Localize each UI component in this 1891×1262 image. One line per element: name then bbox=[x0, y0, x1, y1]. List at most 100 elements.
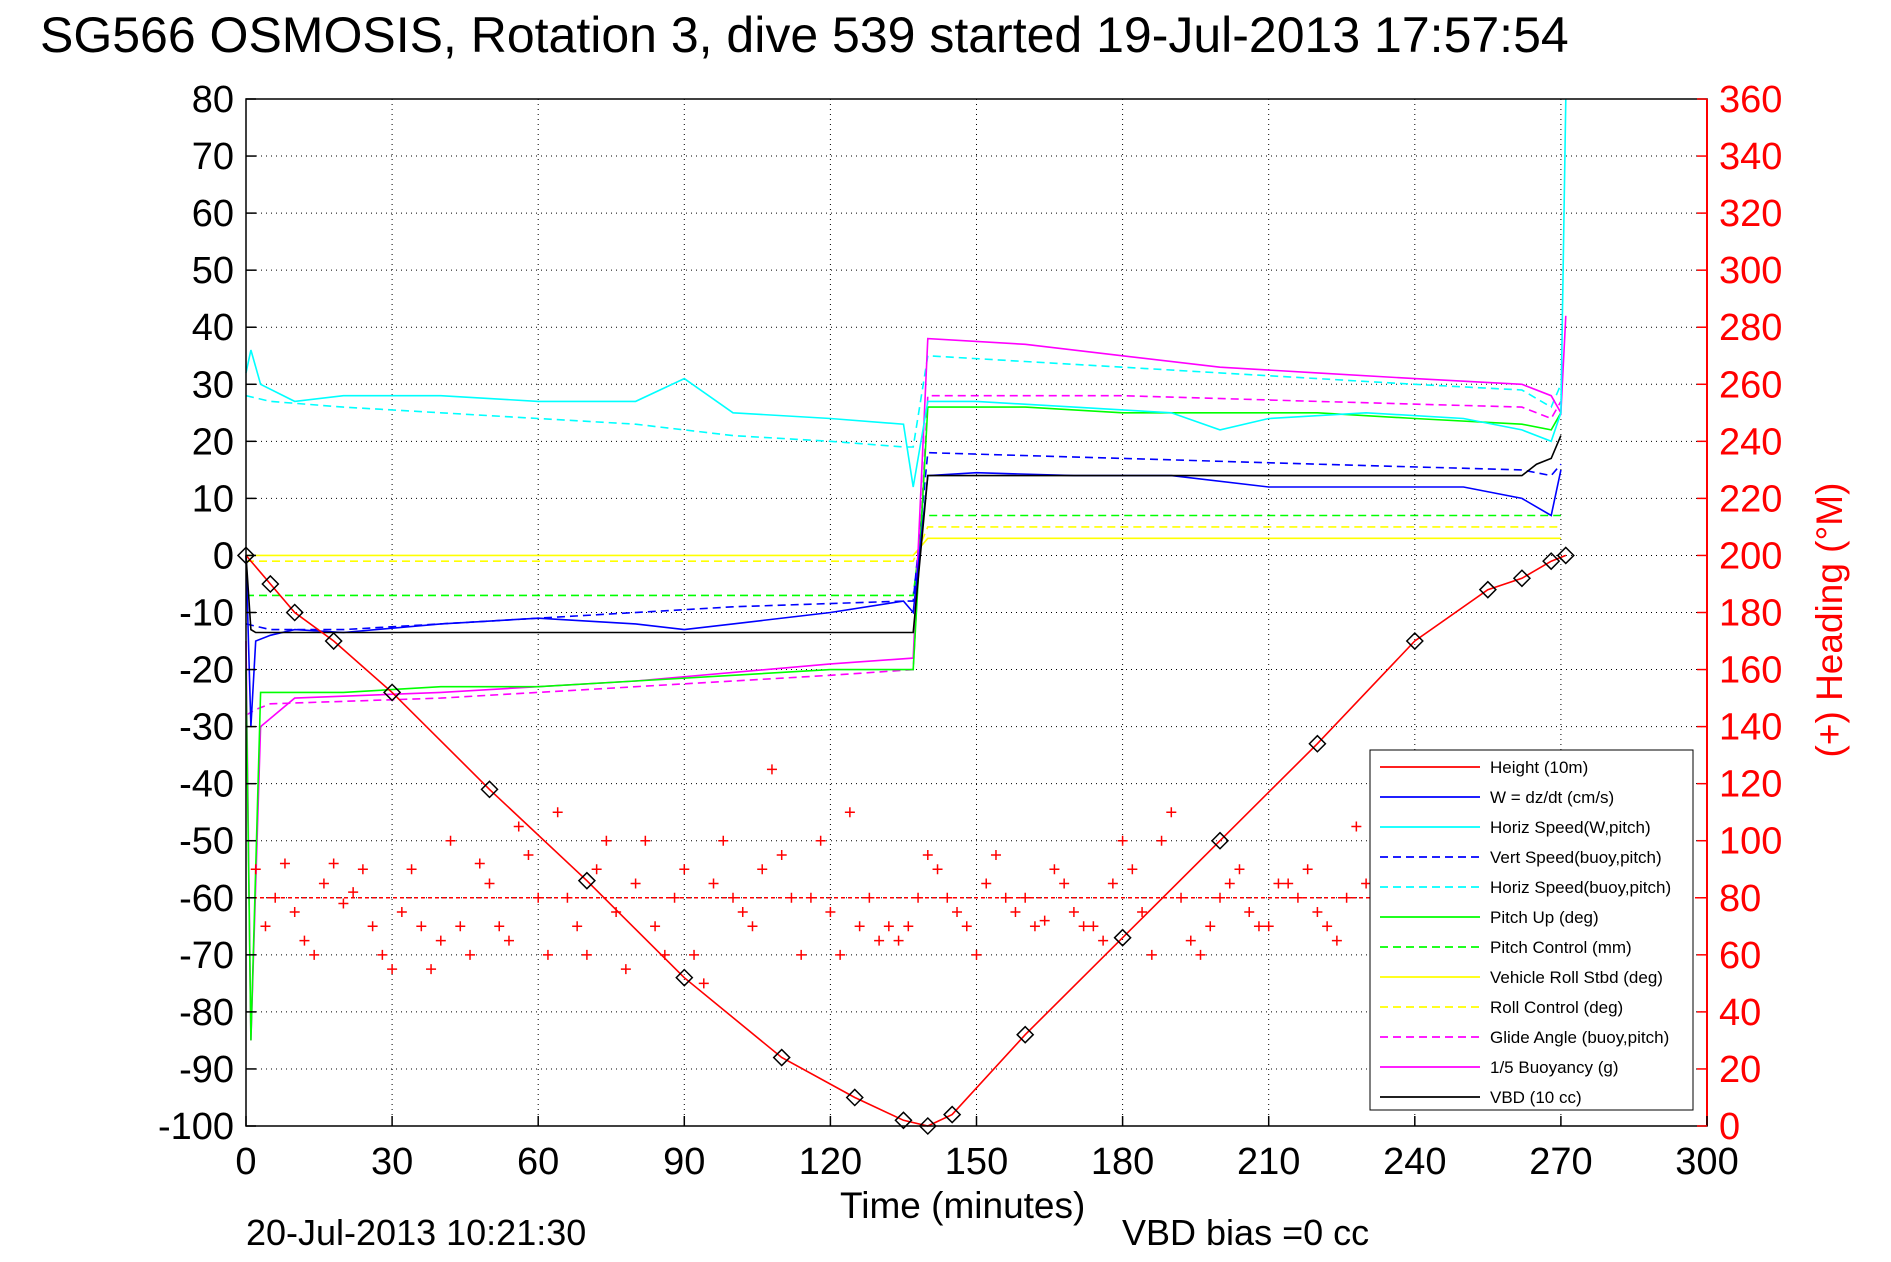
heading-point-109 bbox=[1312, 907, 1323, 918]
heading-point-3 bbox=[279, 858, 290, 869]
heading-point-93 bbox=[1156, 835, 1167, 846]
heading-point-72 bbox=[952, 907, 963, 918]
heading-point-108 bbox=[1302, 864, 1313, 875]
y-tick-label-3: -70 bbox=[179, 935, 234, 977]
y-tick-label-4: -60 bbox=[179, 878, 234, 920]
footer-timestamp: 20-Jul-2013 10:21:30 bbox=[246, 1212, 586, 1253]
heading-point-2 bbox=[270, 892, 281, 903]
x-tick-label-9: 270 bbox=[1529, 1141, 1592, 1183]
heading-point-77 bbox=[1000, 892, 1011, 903]
height-marker-15 bbox=[1210, 831, 1230, 850]
y-tick-label-0: -100 bbox=[158, 1106, 234, 1148]
heading-point-36 bbox=[601, 835, 612, 846]
y-tick-label-12: 20 bbox=[192, 421, 234, 463]
heading-point-29 bbox=[533, 892, 544, 903]
heading-point-104 bbox=[1263, 921, 1274, 932]
heading-point-49 bbox=[728, 892, 738, 903]
series-line-horiz-speed-buoy bbox=[245, 354, 1562, 448]
y-tick-label-14: 40 bbox=[192, 307, 234, 349]
heading-point-34 bbox=[581, 949, 592, 960]
y-right-tick-label-18: 360 bbox=[1719, 79, 1782, 121]
legend: Height (10m) W = dz/dt (cm/s) Horiz Speed(… bbox=[1369, 749, 1694, 1111]
height-marker-5 bbox=[480, 780, 499, 799]
heading-point-15 bbox=[396, 907, 407, 918]
heading-point-27 bbox=[513, 821, 524, 832]
y-tick-label-2: -80 bbox=[179, 992, 234, 1034]
legend-label-buoyancy: 1/5 Buoyancy (g) bbox=[1490, 1058, 1619, 1077]
heading-point-58 bbox=[815, 835, 826, 846]
heading-point-20 bbox=[445, 835, 456, 846]
x-tick-label-8: 240 bbox=[1383, 1141, 1446, 1183]
heading-point-110 bbox=[1322, 921, 1333, 932]
heading-point-102 bbox=[1244, 907, 1255, 918]
height-markers bbox=[236, 546, 1575, 1136]
heading-point-53 bbox=[766, 764, 777, 775]
heading-point-83 bbox=[1059, 878, 1070, 889]
series-line-height bbox=[245, 554, 1567, 1127]
y-right-tick-label-12: 240 bbox=[1719, 421, 1782, 463]
heading-point-50 bbox=[737, 907, 748, 918]
x-tick-label-10: 300 bbox=[1675, 1141, 1738, 1183]
height-marker-13 bbox=[1016, 1025, 1035, 1044]
heading-point-19 bbox=[435, 935, 446, 946]
heading-point-11 bbox=[357, 864, 368, 875]
heading-point-12 bbox=[367, 921, 378, 932]
heading-point-62 bbox=[854, 921, 865, 932]
legend-label-horiz-speed: Horiz Speed(W,pitch) bbox=[1490, 818, 1651, 837]
heading-point-14 bbox=[387, 964, 398, 975]
heading-point-66 bbox=[893, 935, 904, 946]
y-right-tick-label-16: 320 bbox=[1719, 193, 1782, 235]
y-axis-ticks: -100-90-80-70-60-50-40-30-20-10010203040… bbox=[158, 79, 256, 1148]
heading-point-63 bbox=[864, 892, 875, 903]
y-tick-label-11: 10 bbox=[192, 478, 234, 520]
heading-point-79 bbox=[1020, 892, 1031, 903]
y-right-tick-label-17: 340 bbox=[1719, 136, 1782, 178]
series-line-buoyancy bbox=[245, 315, 1567, 1041]
x-axis-ticks: 0 30 60 90 120 150 180 210 240 270 300 bbox=[235, 1116, 1739, 1183]
series-line-roll-control bbox=[246, 526, 1561, 563]
y-right-tick-label-10: 200 bbox=[1719, 535, 1782, 577]
y-right-tick-label-13: 260 bbox=[1719, 364, 1782, 406]
heading-point-113 bbox=[1351, 821, 1362, 832]
heading-point-89 bbox=[1117, 835, 1128, 846]
y-tick-label-9: -10 bbox=[179, 593, 234, 635]
y-right-tick-label-6: 120 bbox=[1719, 764, 1782, 806]
heading-point-112 bbox=[1341, 892, 1352, 903]
heading-point-47 bbox=[708, 878, 719, 889]
heading-point-26 bbox=[503, 935, 514, 946]
heading-point-69 bbox=[922, 849, 933, 860]
series-line-horiz-speed bbox=[245, 98, 1567, 488]
heading-point-32 bbox=[562, 892, 573, 903]
y-tick-label-8: -20 bbox=[179, 650, 234, 692]
height-marker-1 bbox=[261, 574, 280, 594]
heading-point-100 bbox=[1224, 878, 1235, 889]
heading-point-5 bbox=[299, 935, 310, 946]
heading-point-42 bbox=[659, 949, 670, 960]
y-right-tick-label-4: 80 bbox=[1719, 878, 1761, 920]
heading-point-40 bbox=[640, 835, 651, 846]
heading-point-41 bbox=[650, 921, 661, 932]
heading-point-73 bbox=[961, 921, 972, 932]
heading-point-24 bbox=[484, 878, 495, 889]
y-right-tick-label-15: 300 bbox=[1719, 250, 1782, 292]
heading-point-8 bbox=[328, 858, 339, 869]
y-right-tick-label-11: 220 bbox=[1719, 478, 1782, 520]
legend-label-w: W = dz/dt (cm/s) bbox=[1490, 788, 1614, 807]
footer-vbd-bias: VBD bias =0 cc bbox=[1122, 1212, 1369, 1253]
heading-point-99 bbox=[1215, 892, 1225, 903]
heading-point-38 bbox=[620, 964, 631, 975]
series-line-pitch-control bbox=[246, 514, 1561, 597]
chart-title: SG566 OSMOSIS, Rotation 3, dive 539 star… bbox=[40, 7, 1569, 63]
y-tick-label-15: 50 bbox=[192, 250, 234, 292]
heading-point-76 bbox=[990, 849, 1001, 860]
heading-point-71 bbox=[942, 892, 953, 903]
y-tick-label-17: 70 bbox=[192, 136, 234, 178]
heading-point-101 bbox=[1234, 864, 1245, 875]
height-marker-20 bbox=[1542, 552, 1561, 571]
heading-point-17 bbox=[416, 921, 427, 932]
y-tick-label-1: -90 bbox=[179, 1049, 234, 1091]
x-tick-label-4: 120 bbox=[799, 1141, 862, 1183]
series-line-vbd bbox=[245, 435, 1562, 634]
y-tick-label-7: -30 bbox=[179, 707, 234, 749]
